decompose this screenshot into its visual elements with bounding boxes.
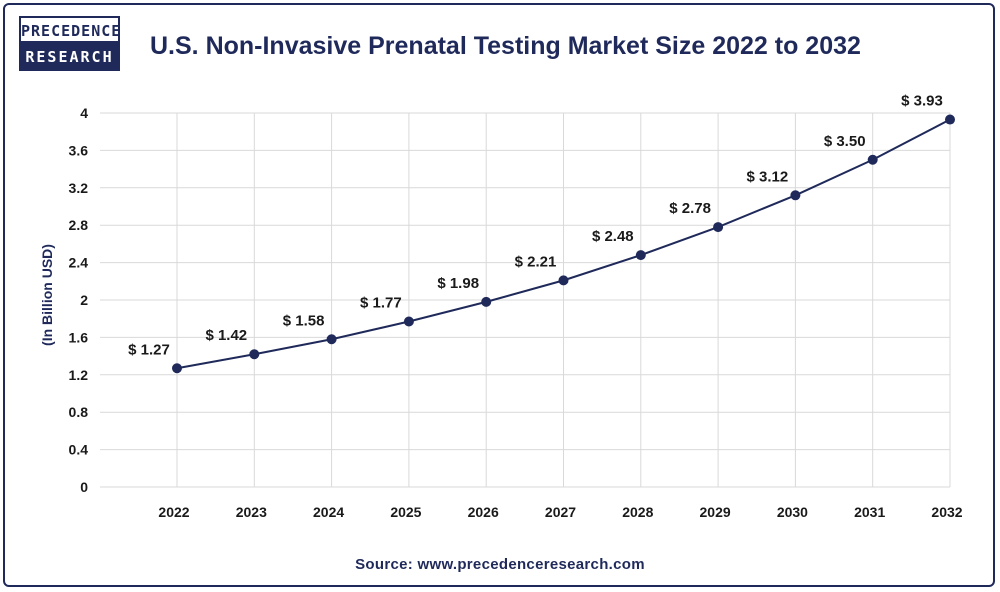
data-point: [249, 349, 260, 360]
data-point: [635, 250, 646, 261]
y-tick-label: 2: [80, 292, 88, 308]
y-tick-label: 4: [80, 105, 88, 121]
data-point: [326, 334, 337, 345]
series-nipt-market: [172, 114, 955, 374]
y-tick-label: 1.6: [69, 329, 89, 345]
data-point: [481, 296, 492, 307]
y-axis-ticks: 0 0.4 0.8 1.2 1.6 2 2.4 2.8 3.2 3.6 4: [69, 105, 89, 495]
data-point: [403, 316, 414, 327]
y-tick-label: 3.6: [69, 142, 89, 158]
x-tick-label: 2026: [468, 504, 499, 520]
data-label: $ 1.98: [437, 275, 479, 292]
y-tick-label: 0.8: [69, 404, 89, 420]
data-label: $ 1.77: [360, 295, 402, 312]
data-label: $ 3.93: [901, 93, 943, 110]
data-point: [790, 190, 801, 201]
data-point: [172, 363, 182, 374]
data-point: [558, 275, 569, 286]
data-point: [713, 222, 724, 233]
x-tick-label: 2023: [236, 504, 267, 520]
data-point: [945, 114, 955, 125]
data-label: $ 3.12: [747, 168, 789, 185]
y-tick-label: 0.4: [69, 442, 89, 458]
chart-title: U.S. Non-Invasive Prenatal Testing Marke…: [150, 32, 861, 60]
data-label: $ 1.27: [128, 341, 170, 358]
data-label: $ 2.78: [669, 200, 711, 217]
x-tick-label: 2022: [158, 504, 189, 520]
x-tick-label: 2031: [854, 504, 885, 520]
data-label: $ 2.21: [515, 253, 557, 270]
x-tick-label: 2025: [390, 504, 421, 520]
source-note: Source: www.precedenceresearch.com: [355, 556, 645, 573]
data-label: $ 3.50: [824, 133, 866, 150]
grid-lines: [100, 112, 951, 488]
data-labels: $ 1.27 $ 1.42 $ 1.58 $ 1.77 $ 1.98 $ 2.21 $ 2.…: [128, 93, 943, 359]
x-tick-label: 2032: [931, 504, 962, 520]
data-label: $ 1.58: [283, 312, 325, 329]
x-tick-label: 2029: [700, 504, 731, 520]
precedence-research-logo: PRECEDENCE RESEARCH: [19, 16, 120, 71]
x-axis-ticks: 2022 2023 2024 2025 2026 2027 2028 2029 2030 2031…: [158, 504, 962, 520]
y-tick-label: 0: [80, 479, 88, 495]
chart-frame: [3, 3, 995, 587]
x-tick-label: 2028: [622, 504, 653, 520]
x-tick-label: 2030: [777, 504, 808, 520]
logo-line-1: PRECEDENCE: [19, 16, 120, 43]
y-tick-label: 2.8: [69, 217, 89, 233]
y-tick-label: 2.4: [69, 255, 89, 271]
data-label: $ 1.42: [205, 327, 247, 344]
logo-line-2: RESEARCH: [19, 43, 120, 71]
y-tick-label: 3.2: [69, 180, 89, 196]
data-point: [867, 154, 878, 165]
x-tick-label: 2027: [545, 504, 576, 520]
x-tick-label: 2024: [313, 504, 344, 520]
data-label: $ 2.48: [592, 228, 634, 245]
y-tick-label: 1.2: [69, 367, 89, 383]
